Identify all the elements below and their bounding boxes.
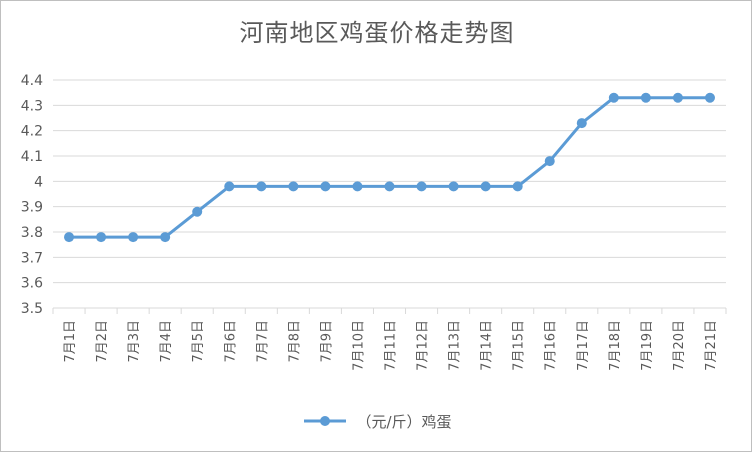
x-tick-label: 7月11日	[384, 320, 399, 371]
y-tick-label: 4.3	[21, 98, 43, 114]
x-tick-label: 7月4日	[159, 320, 174, 363]
chart-title: 河南地区鸡蛋价格走势图	[239, 19, 515, 47]
data-point	[160, 232, 171, 243]
data-point	[64, 232, 75, 243]
data-point	[224, 181, 235, 192]
legend-label: （元/斤）鸡蛋	[356, 412, 452, 431]
x-tick-label: 7月1日	[63, 320, 78, 363]
x-tick-label: 7月21日	[704, 320, 719, 371]
data-point	[640, 92, 651, 103]
data-point	[288, 181, 299, 192]
series-line	[69, 96, 710, 239]
data-point	[320, 181, 331, 192]
data-point	[352, 181, 363, 192]
data-point	[256, 181, 267, 192]
x-tick-label: 7月10日	[351, 320, 366, 371]
x-tick-label: 7月20日	[672, 320, 687, 371]
y-tick-label: 3.6	[21, 276, 43, 292]
y-tick-label: 4.1	[21, 149, 43, 165]
legend: （元/斤）鸡蛋	[1, 409, 751, 433]
x-tick-label: 7月17日	[576, 320, 591, 371]
x-tick-label: 7月13日	[448, 320, 463, 371]
x-tick-label: 7月19日	[640, 320, 655, 371]
x-tick-label: 7月15日	[512, 320, 527, 371]
data-point	[480, 181, 491, 192]
data-point	[608, 92, 619, 103]
y-tick-label: 4.2	[21, 124, 43, 140]
data-point	[544, 156, 555, 167]
y-tick-label: 4.4	[21, 73, 43, 89]
gridlines	[53, 79, 726, 309]
x-tick-label: 7月6日	[223, 320, 238, 363]
data-point	[672, 92, 683, 103]
y-tick-label: 3.9	[21, 200, 43, 216]
y-tick-label: 3.7	[21, 250, 43, 266]
y-axis-ticks: 3.5 3.6 3.7 3.8 3.9 4 4.1 4.2 4.3 4.4	[21, 73, 43, 317]
legend-line-marker-icon	[304, 416, 347, 426]
data-point	[96, 232, 107, 243]
data-point	[384, 181, 395, 192]
series-layer	[64, 92, 715, 243]
data-point	[128, 232, 139, 243]
data-point	[704, 92, 715, 103]
data-point	[512, 181, 523, 192]
x-tick-label: 7月9日	[319, 320, 334, 363]
x-tick-label: 7月14日	[480, 320, 495, 371]
y-tick-label: 4	[34, 174, 43, 190]
x-tick-label: 7月8日	[287, 320, 302, 363]
x-tick-label: 7月3日	[127, 320, 142, 363]
y-tick-label: 3.5	[21, 301, 43, 317]
data-point	[448, 181, 459, 192]
data-point	[192, 206, 203, 217]
x-tick-label: 7月18日	[608, 320, 623, 371]
x-tick-label: 7月2日	[95, 320, 110, 363]
x-tick-label: 7月16日	[544, 320, 559, 371]
x-tick-label: 7月12日	[416, 320, 431, 371]
y-tick-label: 3.8	[21, 225, 43, 241]
data-point	[416, 181, 427, 192]
data-point	[576, 118, 587, 129]
x-tick-label: 7月5日	[191, 320, 206, 363]
x-tick-label: 7月7日	[255, 320, 270, 363]
x-axis: 7月1日 7月2日 7月3日 7月4日 7月5日 7月6日 7月7日 7月8日 7月9日 7月10…	[52, 308, 727, 371]
